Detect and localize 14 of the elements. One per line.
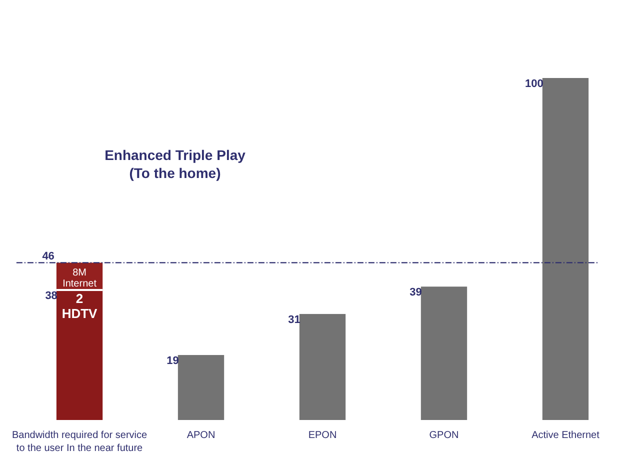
- text: Enhanced Triple Play (To the home): [104, 147, 246, 181]
- x-tick-label: EPON: [308, 430, 337, 441]
- bar: [56, 290, 103, 420]
- x-tick-label: GPON: [429, 430, 459, 441]
- x-tick-label: APON: [186, 430, 216, 441]
- bar: [542, 78, 589, 420]
- bar: [420, 286, 468, 420]
- x-tick-label: Active Ethernet: [532, 430, 600, 441]
- ref-line-label: 46: [42, 250, 54, 263]
- bar: [299, 314, 346, 420]
- x-tick-label: Bandwidth required for service to the user In the near future: [12, 430, 148, 454]
- series-label: 8M Internet: [62, 268, 97, 290]
- bar: [178, 355, 224, 420]
- series-label: 2 HDTV: [62, 291, 98, 322]
